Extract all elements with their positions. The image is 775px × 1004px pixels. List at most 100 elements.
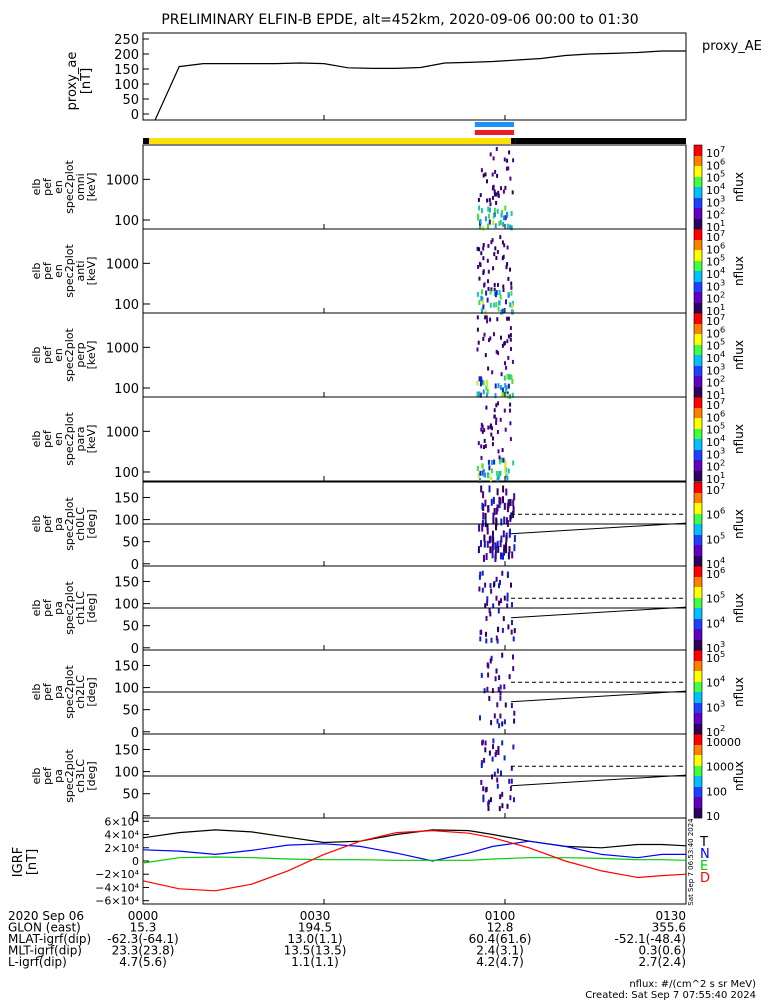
spec-perp-colorbar-cell (694, 341, 702, 343)
spec-para-colorbar-cell (694, 467, 702, 469)
spec-perp-colorbar-cell (694, 356, 702, 358)
pa-ch3-colorbar-cell (694, 810, 702, 812)
spec-perp-colorbar-cell (694, 351, 702, 353)
igrf-line-e (142, 856, 687, 864)
pa-ch2-colorbar-cell (694, 723, 702, 725)
spec-para-colorbar-tick: 103 (706, 445, 725, 461)
pa-ch1-heat-cell (480, 629, 483, 635)
spec-omni-colorbar-cell (694, 198, 702, 200)
pa-ch0-colorbar-cell (694, 547, 702, 549)
status-segment (515, 138, 686, 144)
spec-perp-colorbar-cell (694, 315, 702, 317)
spec-anti-heat-cell (510, 290, 513, 296)
pa-ch3-colorbar-cell (694, 742, 702, 744)
spec-perp-heat-cell (507, 316, 510, 321)
pa-ch1-ylabel: pa (52, 601, 65, 615)
pa-ch0-colorbar-cell (694, 543, 702, 545)
pa-ch1-heat-cell (506, 592, 509, 598)
pa-ch2-colorbar-cell (694, 704, 702, 706)
spec-anti-heat-cell (480, 251, 483, 256)
pa-ch0-heat-cell (482, 512, 485, 520)
spec-omni-heat-cell (480, 168, 483, 173)
pa-ch2-colorbar-cell (694, 705, 702, 707)
pa-ch3-heat-cell (501, 791, 504, 797)
pa-ch1-colorbar-tick: 106 (706, 565, 725, 581)
pa-ch3-colorbar-cell (694, 755, 702, 757)
pa-ch1-heat-cell (500, 598, 502, 604)
pa-ch1-ylabel: spec2plot (63, 581, 76, 635)
spec-perp-colorbar-cell (694, 390, 702, 392)
pa-ch2-colorbar-cell (694, 730, 702, 732)
spec-para-heat-cell (495, 470, 498, 476)
spec-para-heat-cell (495, 420, 498, 425)
spec-anti-colorbar-cell (694, 229, 702, 231)
spec-perp-colorbar-cell (694, 338, 702, 340)
pa-ch0-colorbar-cell (694, 539, 702, 541)
pa-ch2-colorbar-tick: 103 (706, 698, 725, 714)
pa-ch2-colorbar-cell (694, 700, 702, 702)
spec-para-heat-cell (483, 468, 485, 474)
spec-anti-heat-cell (493, 287, 496, 292)
spec-para-colorbar-cell (694, 472, 702, 474)
pa-ch2-heat-cell (512, 654, 514, 660)
pa-ch1-ytick-label: 150 (114, 575, 139, 590)
spec-para-colorbar-cell (694, 409, 702, 411)
pa-ch1-colorbar-cell (694, 634, 702, 636)
spec-para-colorbar-tick: 102 (706, 458, 725, 474)
spec-omni-heat-cell (507, 166, 510, 171)
spec-para-colorbar-cell (694, 431, 702, 433)
pa-ch0-colorbar-cell (694, 529, 702, 531)
pa-ch2-heat-cell (499, 690, 502, 696)
spec-para-colorbar-frame (693, 396, 703, 482)
spec-perp-heat-cell (509, 374, 512, 380)
pa-ch2-heat-cell (486, 686, 489, 692)
pa-ch1-colorbar-cell (694, 622, 702, 624)
pa-ch3-heat-cell (488, 750, 491, 756)
spec-anti-heat-cell (489, 302, 492, 308)
pa-ch1-colorbar-cell (694, 611, 702, 613)
pa-ch3-heat-cell (482, 794, 485, 800)
pa-ch2-colorbar-tick: 104 (706, 674, 725, 690)
pa-ch3-ylabel: pef (41, 766, 54, 785)
pa-ch3-colorbar-cell (694, 743, 702, 745)
info-row-value: 194.5 (298, 921, 332, 935)
pa-ch1-colorbar-cell (694, 591, 702, 593)
pa-ch0-colorbar-cell (694, 548, 702, 550)
spec-anti-colorbar-cell (694, 236, 702, 238)
spec-para-heat-cell (503, 408, 506, 413)
spec-perp-heat-cell (486, 392, 489, 398)
spec-omni-colorbar-tick: 102 (706, 206, 725, 222)
pa-ch0-colorbar-cell (694, 510, 702, 512)
pa-ch3-heat-cell (481, 739, 484, 745)
pa-ch1-colorbar-cell (694, 579, 702, 581)
spec-perp-colorbar-cell (694, 343, 702, 345)
pa-ch0-colorbar-cell (694, 558, 702, 560)
pa-ch0-colorbar-cell (694, 537, 702, 539)
spec-omni-heat-cell (488, 213, 490, 219)
spec-omni-colorbar-cell (694, 174, 702, 176)
pa-ch0-colorbar-cell (694, 521, 702, 523)
pa-ch1-colorbar-cell (694, 625, 702, 627)
spec-anti-colorbar-cell (694, 254, 702, 256)
pa-ch2-colorbar-cell (694, 670, 702, 672)
pa-ch3-colorbar-cell (694, 735, 702, 737)
spec-omni-heat-cell (503, 157, 506, 162)
spec-perp-colorbar-cell (694, 377, 702, 379)
pa-ch3-ytick-label: 50 (122, 788, 139, 803)
pa-ch1-heat-cell (510, 629, 513, 635)
pa-ch3-colorbar-tick: 100 (706, 785, 727, 798)
pa-ch0-colorbar-cell (694, 515, 702, 517)
spec-perp-heat-cell (485, 385, 488, 391)
spec-omni-ylabel: [keV] (85, 173, 98, 202)
spec-anti-colorbar-cell (694, 293, 702, 295)
spec-perp-colorbar-cell (694, 340, 702, 342)
pa-ch2-heat-cell (501, 721, 504, 727)
pa-ch3-colorbar-cell (694, 771, 702, 773)
spec-anti-heat-cell (501, 256, 504, 261)
pa-ch0-heat-cell (503, 516, 506, 524)
spec-omni-colorbar-cell (694, 226, 702, 228)
pa-ch0-heat-cell (489, 546, 492, 554)
pa-ch2-heat-cell (501, 652, 504, 658)
spec-anti-colorbar-cell (694, 270, 702, 272)
spec-para-colorbar-cell (694, 455, 702, 457)
